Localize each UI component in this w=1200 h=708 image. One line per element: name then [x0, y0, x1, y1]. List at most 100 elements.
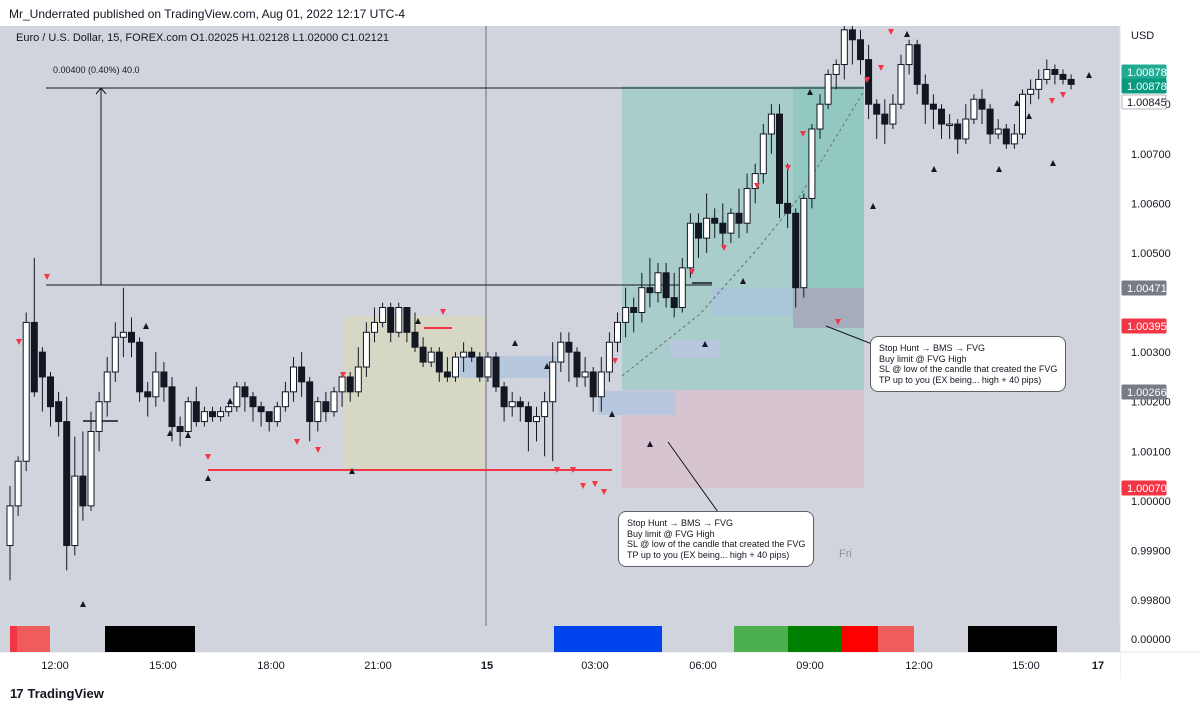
candle[interactable]	[87, 411, 95, 511]
candle[interactable]	[743, 173, 751, 234]
candle[interactable]	[605, 332, 613, 382]
candle[interactable]	[735, 188, 743, 239]
candle[interactable]	[322, 391, 330, 422]
candle[interactable]	[443, 357, 451, 382]
candle[interactable]	[719, 203, 727, 249]
candle[interactable]	[176, 416, 184, 447]
candle[interactable]	[800, 193, 808, 298]
candle[interactable]	[508, 391, 516, 417]
candle[interactable]	[946, 114, 954, 139]
candle[interactable]	[978, 89, 986, 125]
candle[interactable]	[452, 352, 459, 382]
candle[interactable]	[22, 312, 30, 472]
candle[interactable]	[921, 74, 929, 125]
candle[interactable]	[119, 287, 127, 358]
candle[interactable]	[711, 208, 719, 239]
candle[interactable]	[524, 401, 532, 452]
candle[interactable]	[338, 371, 346, 407]
candle[interactable]	[200, 406, 208, 427]
candle[interactable]	[767, 104, 775, 154]
candle[interactable]	[727, 208, 735, 244]
candle[interactable]	[152, 352, 160, 407]
price-tag[interactable]: 1.00266	[1121, 384, 1167, 400]
tradingview-logo[interactable]: 17 TradingView	[10, 686, 104, 701]
candle[interactable]	[1027, 79, 1035, 105]
candle[interactable]	[419, 337, 427, 368]
candle[interactable]	[144, 381, 152, 417]
candle[interactable]	[225, 401, 233, 417]
candle[interactable]	[695, 213, 702, 258]
candle[interactable]	[970, 94, 978, 125]
candle[interactable]	[306, 376, 314, 442]
candle[interactable]	[209, 406, 216, 422]
candle[interactable]	[824, 69, 832, 110]
candle[interactable]	[217, 406, 225, 422]
candle[interactable]	[128, 317, 135, 358]
candle[interactable]	[14, 456, 22, 516]
candle[interactable]	[686, 213, 694, 278]
candle[interactable]	[346, 371, 354, 402]
candle[interactable]	[994, 119, 1002, 139]
candle[interactable]	[241, 381, 249, 412]
candle[interactable]	[549, 342, 557, 462]
annotation-note-bottom[interactable]: Stop Hunt → BMS → FVG Buy limit @ FVG Hi…	[618, 511, 815, 567]
candle[interactable]	[371, 307, 378, 343]
candle[interactable]	[938, 104, 945, 139]
price-tag[interactable]: 1.00878	[1121, 64, 1167, 80]
candle[interactable]	[776, 104, 783, 219]
candle[interactable]	[1051, 64, 1059, 85]
candle[interactable]	[597, 357, 605, 412]
time-axis[interactable]	[0, 652, 1120, 678]
candle[interactable]	[638, 272, 646, 323]
candle[interactable]	[290, 357, 297, 402]
candle[interactable]	[257, 401, 265, 427]
candle[interactable]	[476, 352, 484, 382]
candle[interactable]	[557, 332, 565, 372]
candle[interactable]	[168, 376, 176, 442]
candle[interactable]	[954, 119, 962, 154]
candle[interactable]	[1067, 74, 1075, 90]
candle[interactable]	[816, 94, 824, 139]
candle[interactable]	[468, 347, 476, 363]
candle[interactable]	[905, 39, 913, 75]
candle[interactable]	[136, 337, 144, 402]
candle[interactable]	[6, 486, 14, 581]
price-tag[interactable]: 1.00845	[1121, 94, 1167, 110]
candle[interactable]	[411, 312, 419, 353]
candle[interactable]	[622, 287, 630, 338]
candle[interactable]	[857, 29, 864, 75]
candle[interactable]	[484, 352, 492, 382]
candle[interactable]	[379, 302, 387, 328]
candle[interactable]	[79, 431, 87, 521]
candle[interactable]	[427, 347, 435, 368]
candle[interactable]	[362, 322, 370, 377]
candle[interactable]	[192, 386, 200, 427]
candle[interactable]	[395, 302, 403, 338]
candle[interactable]	[913, 39, 921, 95]
candle[interactable]	[670, 272, 678, 318]
candle[interactable]	[265, 411, 273, 432]
candle[interactable]	[1043, 59, 1051, 85]
candle[interactable]	[873, 99, 881, 139]
candle[interactable]	[63, 396, 71, 571]
candle[interactable]	[808, 124, 816, 209]
candle[interactable]	[929, 94, 937, 130]
candle[interactable]	[881, 99, 889, 144]
candle[interactable]	[630, 297, 638, 333]
candle[interactable]	[314, 396, 322, 432]
candle[interactable]	[30, 257, 38, 397]
candle[interactable]	[614, 312, 621, 353]
candle[interactable]	[759, 124, 767, 184]
candle[interactable]	[160, 362, 168, 402]
candle[interactable]	[840, 26, 848, 80]
candle[interactable]	[298, 352, 306, 397]
candle[interactable]	[38, 347, 46, 412]
candle[interactable]	[103, 357, 111, 417]
price-tag[interactable]: 1.00070	[1121, 480, 1167, 496]
candle[interactable]	[1010, 124, 1018, 149]
candle[interactable]	[662, 262, 670, 308]
candle[interactable]	[646, 257, 654, 308]
candle[interactable]	[897, 54, 905, 110]
candle[interactable]	[1035, 69, 1043, 100]
candle[interactable]	[435, 347, 443, 382]
